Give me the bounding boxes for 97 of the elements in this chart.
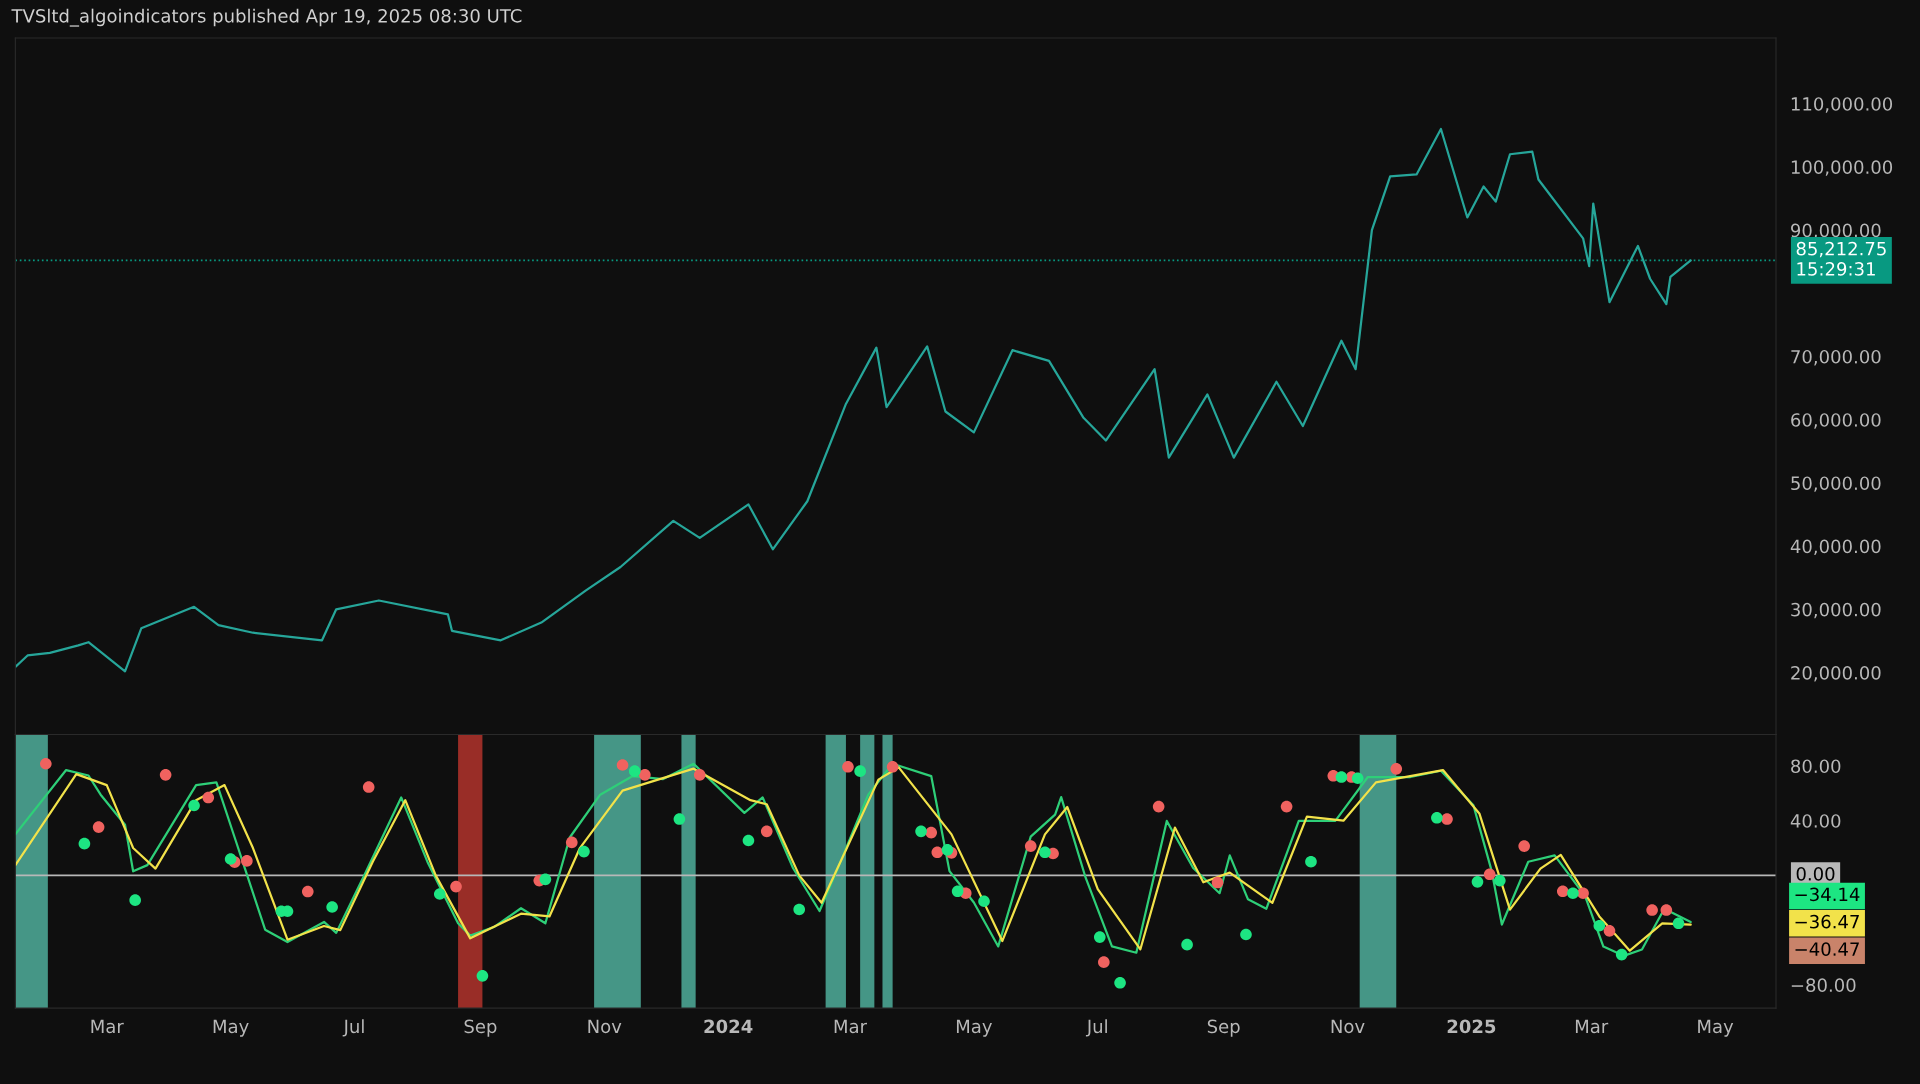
point xyxy=(1603,925,1616,937)
y-tick-label: 60,000.00 xyxy=(1791,413,1881,429)
point xyxy=(1494,874,1506,887)
point xyxy=(1240,928,1252,941)
y-tick-label: 110,000.00 xyxy=(1791,97,1893,113)
point xyxy=(301,885,314,898)
point xyxy=(1024,840,1037,852)
point xyxy=(925,826,938,839)
y-tick-label: 30,000.00 xyxy=(1791,602,1881,619)
point xyxy=(1441,813,1453,825)
point xyxy=(476,970,489,982)
point xyxy=(1672,917,1685,930)
text: −34.14 xyxy=(1795,887,1860,902)
y-tick-label: 70,000.00 xyxy=(1791,349,1881,366)
x-tick-label: Sep xyxy=(1207,1019,1240,1037)
chart-title: TVSltd_algoindicators published Apr 19, 2025 08:30 UTC xyxy=(11,8,522,27)
x-tick-label: Mar xyxy=(834,1019,868,1034)
point xyxy=(742,834,755,847)
point xyxy=(854,765,866,777)
point xyxy=(1280,800,1293,813)
point xyxy=(628,765,641,777)
point xyxy=(1518,840,1530,852)
ref-line-label: 85,212.75 15:29:31 xyxy=(1796,241,1886,276)
point xyxy=(1211,876,1224,889)
text: −36.47 xyxy=(1795,914,1859,929)
x-tick-label: Jul xyxy=(342,1019,364,1037)
y-tick-label: 100,000.00 xyxy=(1791,160,1893,176)
point xyxy=(1335,771,1348,783)
x-tick-label: 2024 xyxy=(704,1019,753,1034)
y-tick-label: 90,000.00 xyxy=(1791,223,1881,240)
point xyxy=(326,901,338,913)
y-tick-label: 50,000.00 xyxy=(1791,476,1881,492)
point xyxy=(224,853,237,865)
x-tick-label: Sep xyxy=(464,1019,497,1037)
point xyxy=(78,837,91,850)
point xyxy=(539,873,552,886)
point xyxy=(1039,846,1051,859)
y-tick-label: 20,000.00 xyxy=(1791,666,1881,682)
x-tick-label: Nov xyxy=(1331,1019,1365,1034)
point xyxy=(92,821,105,833)
point xyxy=(1093,931,1106,943)
point xyxy=(565,836,578,849)
point xyxy=(1114,977,1126,989)
x-tick-label: May xyxy=(1698,1019,1734,1037)
point xyxy=(362,781,375,793)
y-tick-label: −80.00 xyxy=(1791,978,1856,992)
point xyxy=(915,825,927,838)
point xyxy=(450,880,462,893)
x-tick-label: May xyxy=(956,1019,992,1037)
point xyxy=(931,846,944,859)
point xyxy=(673,813,686,825)
point xyxy=(1577,887,1589,899)
point xyxy=(1305,855,1317,868)
point xyxy=(1431,811,1443,824)
point xyxy=(886,760,899,773)
x-tick-label: Mar xyxy=(1575,1019,1609,1034)
point xyxy=(1351,772,1364,785)
point xyxy=(188,799,200,812)
point xyxy=(1471,876,1484,888)
point xyxy=(129,894,141,906)
point xyxy=(40,757,52,770)
point xyxy=(1181,938,1193,951)
text: −40.47 xyxy=(1795,942,1859,956)
point xyxy=(693,769,706,781)
point xyxy=(202,791,215,804)
x-tick-label: Nov xyxy=(588,1019,622,1034)
point xyxy=(760,825,773,838)
point xyxy=(1390,763,1403,775)
x-tick-label: Jul xyxy=(1085,1019,1107,1037)
point xyxy=(1152,800,1165,813)
point xyxy=(978,895,990,908)
point xyxy=(1660,904,1673,916)
point xyxy=(241,855,253,867)
point xyxy=(1483,868,1496,881)
point xyxy=(1593,919,1606,932)
point xyxy=(433,888,446,900)
point xyxy=(616,759,629,771)
point xyxy=(1098,956,1110,968)
line-series xyxy=(15,127,1692,673)
x-tick-label: Mar xyxy=(91,1019,124,1034)
y-tick-label: 40,000.00 xyxy=(1790,539,1881,556)
point xyxy=(1615,948,1628,961)
point xyxy=(842,760,854,773)
ref-line-label: 0.00 xyxy=(1796,866,1835,881)
point xyxy=(1567,887,1579,899)
point xyxy=(1556,885,1569,898)
point xyxy=(639,769,651,781)
point xyxy=(793,903,806,916)
x-tick-label: May xyxy=(213,1019,249,1037)
point xyxy=(941,844,954,856)
y-tick-label: 40.00 xyxy=(1790,814,1841,828)
point xyxy=(578,845,590,858)
point xyxy=(951,885,964,898)
x-tick-label: 2025 xyxy=(1447,1019,1496,1034)
point xyxy=(159,769,172,781)
y-tick-label: 80.00 xyxy=(1791,759,1841,774)
point xyxy=(1646,904,1658,916)
